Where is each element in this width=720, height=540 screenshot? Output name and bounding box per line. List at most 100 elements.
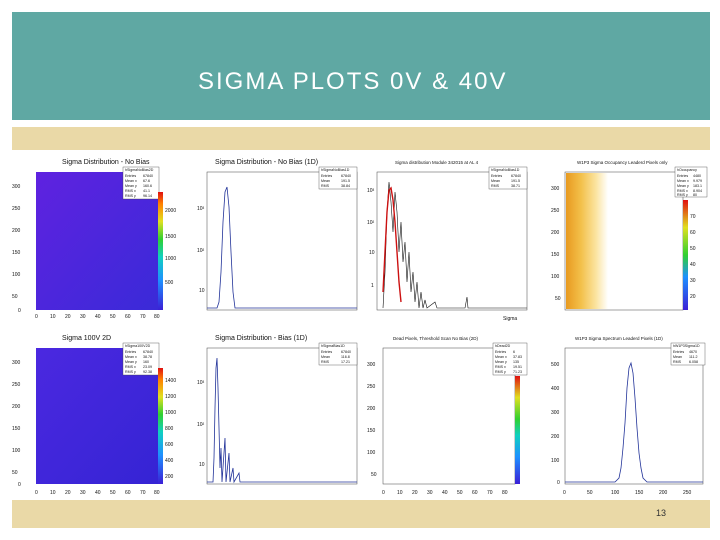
svg-text:RMS: RMS <box>321 360 330 364</box>
svg-text:50: 50 <box>555 296 561 302</box>
svg-text:135: 135 <box>513 360 519 364</box>
svg-text:300: 300 <box>367 362 376 368</box>
svg-text:10³: 10³ <box>367 188 375 194</box>
svg-text:160: 160 <box>143 360 149 364</box>
svg-text:hSigmaNoBias1D: hSigmaNoBias1D <box>321 168 350 172</box>
svg-text:RMS x: RMS x <box>677 189 688 193</box>
svg-text:67840: 67840 <box>143 174 153 178</box>
svg-text:1: 1 <box>371 283 374 289</box>
svg-text:191.5: 191.5 <box>341 179 350 183</box>
svg-text:Entries: Entries <box>677 174 688 178</box>
svg-text:50: 50 <box>371 472 377 478</box>
svg-text:0: 0 <box>18 308 21 312</box>
svg-text:10³: 10³ <box>197 206 205 212</box>
svg-text:Entries: Entries <box>321 174 332 178</box>
svg-text:Mean x: Mean x <box>125 179 137 183</box>
svg-text:1000: 1000 <box>165 410 176 416</box>
svg-text:1000: 1000 <box>165 256 176 262</box>
svg-text:60: 60 <box>472 490 478 496</box>
svg-text:67840: 67840 <box>143 350 153 354</box>
svg-text:200: 200 <box>12 228 21 234</box>
stats-box <box>318 342 358 366</box>
svg-text:0: 0 <box>35 314 38 320</box>
svg-text:70: 70 <box>690 214 696 220</box>
svg-text:10: 10 <box>397 490 403 496</box>
svg-text:250: 250 <box>683 490 692 496</box>
svg-text:1500: 1500 <box>165 234 176 240</box>
svg-text:67840: 67840 <box>511 174 521 178</box>
plot-sigma-module-342015: Sigma distribution Module 342015 at AL 4… <box>365 152 530 324</box>
color-scale <box>158 192 163 310</box>
svg-text:67840: 67840 <box>341 174 351 178</box>
svg-text:50: 50 <box>110 490 116 496</box>
svg-text:67.6: 67.6 <box>143 179 150 183</box>
stats-box <box>318 166 358 190</box>
svg-text:0: 0 <box>563 490 566 496</box>
svg-text:RMS y: RMS y <box>677 193 688 197</box>
svg-text:50: 50 <box>12 470 18 476</box>
svg-text:4670: 4670 <box>689 350 697 354</box>
svg-text:183.1: 183.1 <box>693 184 702 188</box>
svg-text:1200: 1200 <box>165 394 176 400</box>
stats-box <box>674 166 708 198</box>
color-scale <box>515 376 520 484</box>
svg-text:96.14: 96.14 <box>143 194 152 198</box>
panel-title: Sigma Distribution - Bias (1D) <box>215 335 307 342</box>
svg-text:hSigma100V2D: hSigma100V2D <box>125 344 151 348</box>
bottom-accent-strip: 13 <box>12 500 710 528</box>
svg-text:Sigma: Sigma <box>503 316 517 322</box>
svg-text:17.21: 17.21 <box>341 360 350 364</box>
panel-title: Dead Pixels, Threshold Scan No Bias (2D) <box>393 336 478 341</box>
svg-text:10²: 10² <box>197 248 205 254</box>
histogram-line <box>207 186 357 309</box>
svg-text:80: 80 <box>502 490 508 496</box>
svg-text:10²: 10² <box>367 220 375 226</box>
svg-text:0: 0 <box>18 482 21 488</box>
svg-text:150: 150 <box>551 252 560 258</box>
plot-frame <box>206 347 358 485</box>
svg-text:300: 300 <box>12 184 21 190</box>
svg-text:RMS: RMS <box>673 360 682 364</box>
svg-text:Mean y: Mean y <box>677 184 689 188</box>
plot-sigma-no-bias-2d: Sigma Distribution - No Bias hSigmaNoBia… <box>30 152 195 324</box>
svg-text:40: 40 <box>95 490 101 496</box>
svg-text:38.71: 38.71 <box>511 184 520 188</box>
svg-text:200: 200 <box>551 230 560 236</box>
svg-text:20: 20 <box>412 490 418 496</box>
svg-text:150: 150 <box>367 428 376 434</box>
svg-text:0: 0 <box>35 490 38 496</box>
svg-text:10²: 10² <box>197 422 205 428</box>
heatmap-area <box>566 173 626 309</box>
svg-text:Mean x: Mean x <box>125 355 137 359</box>
svg-text:100: 100 <box>551 274 560 280</box>
svg-text:38.84: 38.84 <box>341 184 350 188</box>
stats-box <box>122 166 160 200</box>
svg-text:Entries: Entries <box>491 174 502 178</box>
stats-box <box>122 342 160 376</box>
stats-box <box>670 342 706 366</box>
svg-text:200: 200 <box>659 490 668 496</box>
svg-text:Entries: Entries <box>125 350 136 354</box>
plot-w1p3-occupancy: W1P3 Sigma Occupancy Leaderd Pixels only… <box>535 152 710 324</box>
svg-text:Entries: Entries <box>321 350 332 354</box>
svg-text:30: 30 <box>80 490 86 496</box>
svg-text:0: 0 <box>557 480 560 486</box>
panel-title: Sigma distribution Module 342015 at AL 4 <box>395 160 479 165</box>
svg-text:Entries: Entries <box>495 350 506 354</box>
svg-text:41.1: 41.1 <box>143 189 150 193</box>
svg-text:RMS x: RMS x <box>125 189 136 193</box>
svg-text:RMS x: RMS x <box>125 365 136 369</box>
svg-text:6.058: 6.058 <box>689 360 698 364</box>
fit-curve-red <box>382 186 402 303</box>
panel-title: W1P3 Sigma Occupancy Leaderd Pixels only <box>577 160 668 165</box>
svg-text:20: 20 <box>690 294 696 300</box>
stats-box <box>488 166 528 190</box>
svg-text:250: 250 <box>551 208 560 214</box>
panel-title: Sigma Distribution - No Bias (1D) <box>215 159 318 166</box>
svg-text:RMS x: RMS x <box>495 365 506 369</box>
svg-text:hSigmaNoBias2D: hSigmaNoBias2D <box>125 168 154 172</box>
plot-sigma-100v-2d: Sigma 100V 2D hSigma100V2D Entries 67840 … <box>30 328 195 498</box>
svg-text:30: 30 <box>690 278 696 284</box>
svg-text:800: 800 <box>165 426 174 432</box>
yaxis-labels-row1: 300 250 200 150 100 50 0 <box>12 172 30 312</box>
